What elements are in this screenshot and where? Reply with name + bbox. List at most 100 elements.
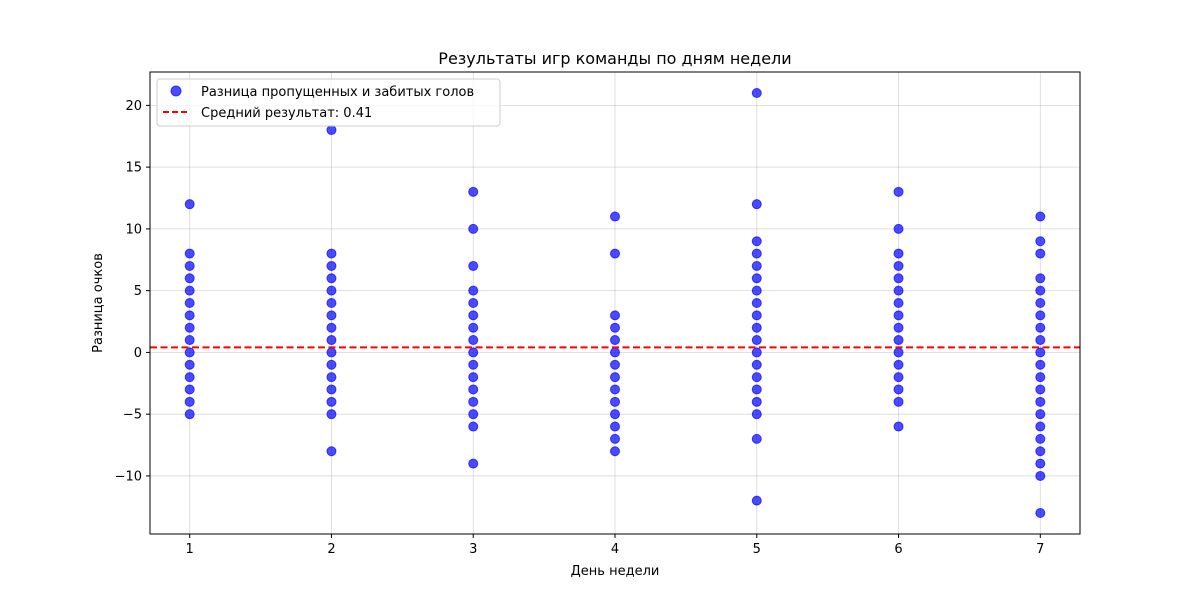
data-point: [1035, 446, 1046, 457]
data-point: [1035, 322, 1046, 333]
data-point: [893, 396, 904, 407]
data-point: [893, 248, 904, 259]
data-point: [468, 223, 479, 234]
data-point: [184, 396, 195, 407]
data-point: [610, 347, 620, 358]
data-point: [893, 298, 904, 308]
data-point: [184, 359, 195, 370]
data-point: [468, 384, 479, 395]
data-point: [468, 335, 479, 346]
legend-label-scatter: Разница пропущенных и забитых голов: [201, 85, 474, 100]
y-tick-label: 20: [125, 99, 142, 114]
data-point: [184, 248, 195, 259]
y-tick-label: −5: [123, 408, 142, 423]
data-point: [326, 384, 337, 395]
data-point: [893, 260, 904, 271]
data-point: [326, 359, 337, 370]
y-tick-label: 0: [134, 346, 142, 361]
data-point: [468, 298, 479, 308]
axis-ticks: 1 2 3 4 5 6 7 −10 −5 0 5 10 15 20: [115, 99, 1045, 557]
data-point: [893, 372, 904, 383]
y-tick-label: 5: [134, 284, 142, 299]
data-point: [468, 359, 479, 370]
data-point: [326, 396, 337, 407]
data-point: [610, 396, 620, 407]
data-point: [751, 335, 762, 346]
data-point: [1035, 248, 1046, 259]
data-point: [468, 310, 479, 321]
data-point: [610, 384, 620, 395]
data-point: [184, 260, 195, 271]
x-tick-label: 4: [611, 542, 619, 557]
data-point: [610, 335, 620, 346]
data-point: [1035, 211, 1046, 222]
x-tick-label: 1: [186, 542, 194, 557]
data-point: [468, 409, 479, 420]
data-point: [893, 310, 904, 321]
data-point: [610, 446, 620, 457]
data-point: [326, 446, 337, 457]
data-point: [326, 372, 337, 383]
data-point: [1035, 433, 1046, 444]
y-tick-label: −10: [115, 469, 142, 484]
data-point: [468, 260, 479, 271]
data-point: [610, 433, 620, 444]
data-point: [1035, 273, 1046, 284]
data-point: [893, 347, 904, 358]
data-point: [184, 335, 195, 346]
data-point: [1035, 285, 1046, 296]
data-point: [326, 409, 337, 420]
data-point: [893, 273, 904, 284]
data-point: [751, 372, 762, 383]
data-point: [326, 273, 337, 284]
data-point: [326, 322, 337, 333]
data-point: [468, 421, 479, 432]
data-point: [1035, 470, 1046, 481]
legend-marker-scatter: [170, 85, 182, 97]
data-point: [468, 347, 479, 358]
data-point: [610, 359, 620, 370]
data-point: [1035, 335, 1046, 346]
data-point: [1035, 372, 1046, 383]
data-point: [1035, 508, 1046, 518]
data-point: [893, 186, 904, 197]
x-axis-label: День недели: [571, 564, 660, 579]
data-point: [893, 335, 904, 346]
data-point: [1035, 298, 1046, 308]
data-point: [893, 322, 904, 333]
data-point: [893, 384, 904, 395]
data-point: [1035, 421, 1046, 432]
data-point: [1035, 310, 1046, 321]
legend-box: [156, 78, 501, 127]
data-point: [1035, 409, 1046, 420]
data-point: [184, 310, 195, 321]
data-point: [468, 396, 479, 407]
data-point: [1035, 347, 1046, 358]
data-point: [326, 260, 337, 271]
data-point: [326, 248, 337, 259]
data-point: [751, 199, 762, 210]
data-point: [468, 186, 479, 197]
data-point: [1035, 236, 1046, 247]
data-point: [751, 248, 762, 259]
data-point: [1035, 384, 1046, 395]
data-point: [751, 273, 762, 284]
data-point: [468, 372, 479, 383]
data-point: [184, 322, 195, 333]
y-tick-label: 10: [125, 222, 142, 237]
data-point: [751, 359, 762, 370]
data-point: [326, 310, 337, 321]
legend: Разница пропущенных и забитых голов Сред…: [156, 78, 501, 127]
data-point: [751, 495, 762, 506]
data-point: [893, 223, 904, 234]
data-point: [751, 298, 762, 308]
data-point: [184, 409, 195, 420]
x-tick-label: 7: [1036, 542, 1044, 557]
data-point: [184, 273, 195, 284]
data-point: [751, 285, 762, 296]
data-point: [326, 347, 337, 358]
data-point: [751, 322, 762, 333]
data-point: [893, 421, 904, 432]
data-point: [468, 285, 479, 296]
